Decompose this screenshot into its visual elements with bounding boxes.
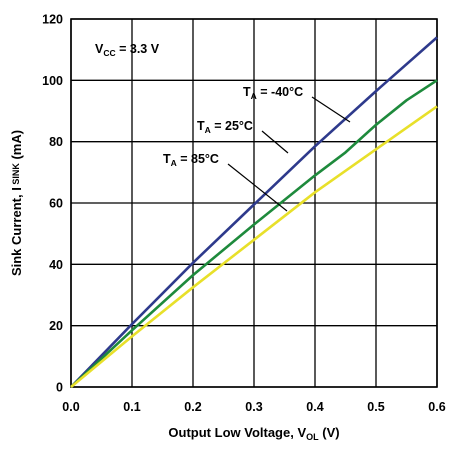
- y-axis-title: Sink Current, I SINK (mA): [9, 130, 24, 276]
- x-tick-label: 0.0: [62, 400, 79, 414]
- vcc-label: VCC = 3.3 V: [95, 42, 160, 58]
- x-tick-label: 0.3: [245, 400, 262, 414]
- series-label-2: TA = 85°C: [163, 152, 219, 168]
- x-tick-label: 0.1: [123, 400, 140, 414]
- series-line-1: [70, 79, 438, 388]
- y-tick-label: 0: [56, 381, 63, 395]
- leader-line-2: [227, 163, 288, 212]
- y-tick-label: 80: [49, 135, 63, 149]
- y-tick-label: 20: [49, 319, 63, 333]
- leader-line-1: [261, 130, 289, 154]
- x-tick-label: 0.4: [306, 400, 323, 414]
- y-tick-label: 100: [42, 74, 63, 88]
- y-tick-label: 60: [49, 197, 63, 211]
- series-label-0: TA = -40°C: [243, 85, 303, 101]
- y-tick-label: 40: [49, 258, 63, 272]
- leader-line-0: [311, 96, 351, 123]
- x-tick-label: 0.6: [428, 400, 445, 414]
- series-line-0: [70, 36, 438, 388]
- series-line-2: [70, 105, 438, 389]
- x-axis-title: Output Low Voltage, VOL (V): [168, 425, 339, 442]
- x-tick-label: 0.2: [184, 400, 201, 414]
- y-tick-label: 120: [42, 13, 63, 27]
- plot-frame: [70, 18, 438, 388]
- x-tick-label: 0.5: [367, 400, 384, 414]
- series-label-1: TA = 25°C: [197, 119, 253, 135]
